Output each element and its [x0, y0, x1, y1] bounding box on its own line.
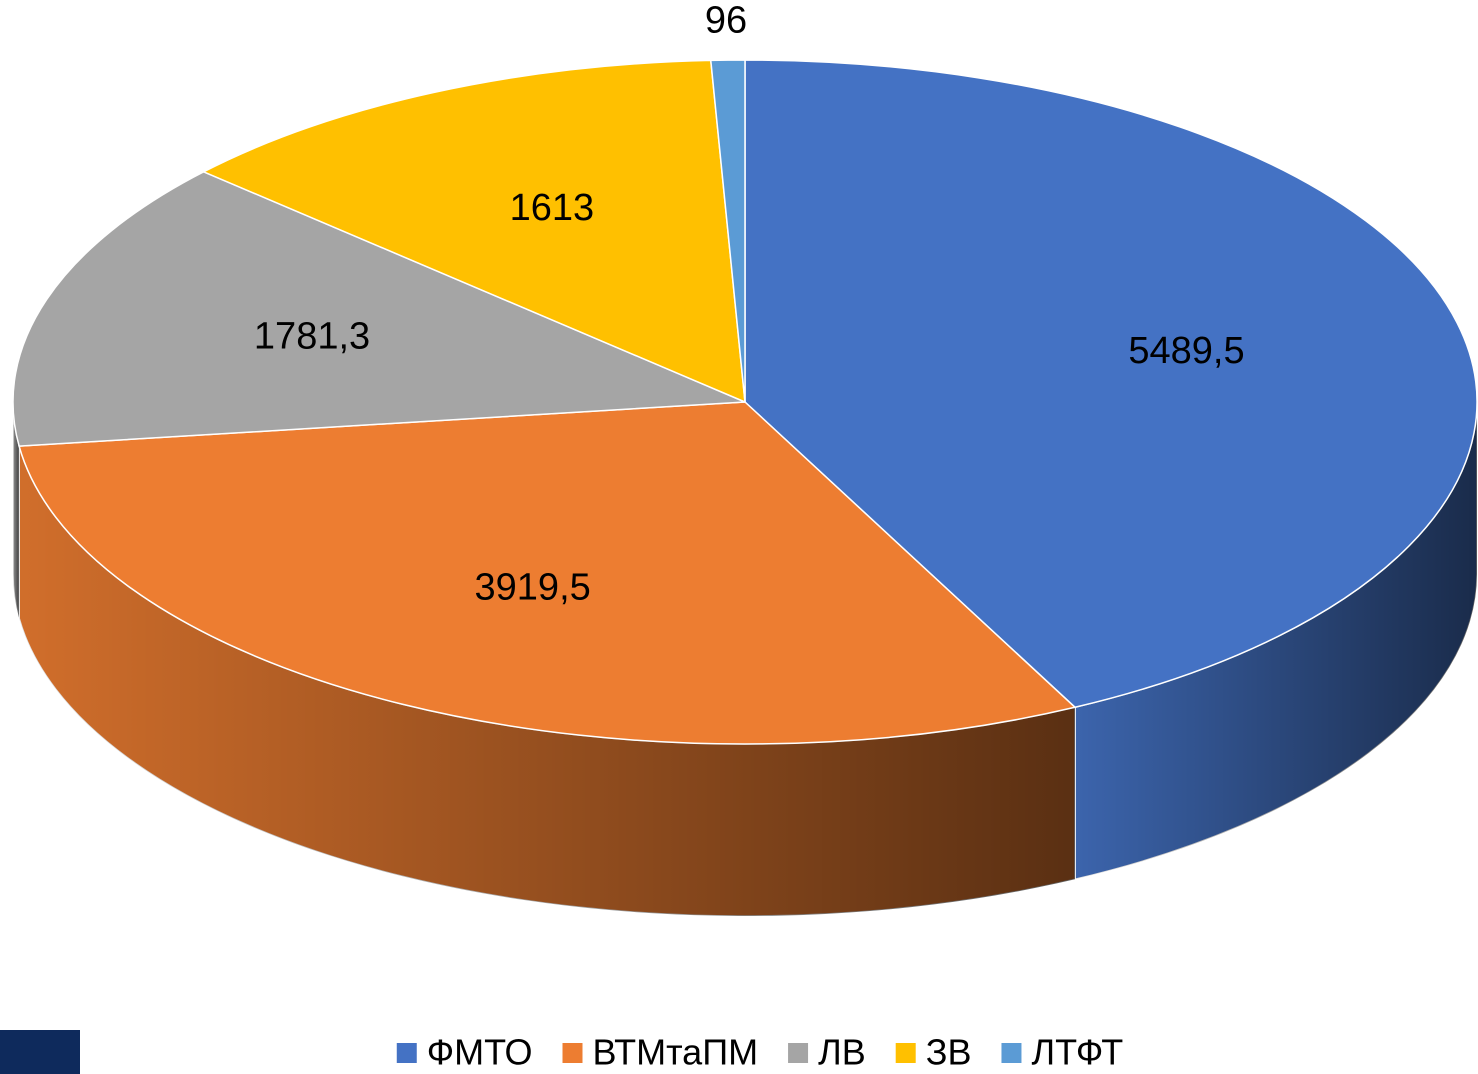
legend-label: ВТМтаПМ [593, 1032, 759, 1073]
slice-side-shade [19, 446, 1076, 916]
legend-label: ФМТО [427, 1032, 533, 1073]
value-label: 1781,3 [254, 315, 370, 357]
value-label: 5489,5 [1128, 330, 1244, 372]
slice [18, 401, 1077, 745]
slice [744, 59, 1478, 709]
legend-swatch [396, 1043, 417, 1063]
legend-label: ЛТФТ [1031, 1032, 1123, 1073]
legend-swatch [895, 1043, 916, 1063]
legend-label: ЗВ [926, 1032, 972, 1073]
value-label: 1613 [510, 187, 595, 229]
legend-swatch [1001, 1043, 1022, 1063]
slice-side-shade [1075, 402, 1477, 880]
legend-swatch [562, 1043, 583, 1063]
legend-swatch [788, 1043, 809, 1063]
slice [12, 170, 746, 447]
value-label: 96 [705, 0, 747, 42]
slice [201, 59, 746, 404]
legend-label: ЛВ [818, 1032, 866, 1073]
slice-side-shade [13, 402, 20, 619]
corner-block [0, 1030, 80, 1074]
value-label: 3919,5 [475, 566, 591, 608]
slice [709, 59, 746, 403]
